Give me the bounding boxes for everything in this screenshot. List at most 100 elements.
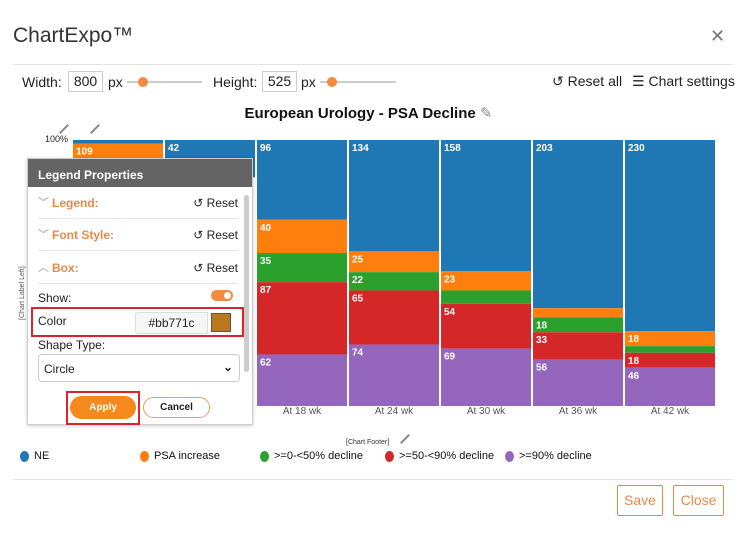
- bar-segment[interactable]: [257, 354, 347, 406]
- chevron-down-icon: ﹀: [38, 197, 49, 209]
- height-unit: px: [301, 74, 316, 90]
- bar-segment[interactable]: [349, 140, 439, 252]
- data-label: 42: [168, 143, 180, 154]
- bar-segment[interactable]: [441, 290, 531, 304]
- data-label: 35: [260, 256, 272, 267]
- height-input[interactable]: 525: [262, 71, 297, 92]
- color-swatch[interactable]: [211, 313, 231, 332]
- data-label: 22: [352, 275, 364, 286]
- bar-segment[interactable]: [441, 348, 531, 406]
- reset-button[interactable]: ↺ Reset: [193, 261, 238, 275]
- legend-item[interactable]: >=90% decline: [505, 450, 592, 462]
- height-label: Height:: [213, 74, 258, 90]
- legend-item[interactable]: >=50-<90% decline: [385, 450, 494, 462]
- data-label: 134: [352, 143, 369, 154]
- bar-segment[interactable]: [625, 367, 715, 406]
- divider: [13, 479, 733, 480]
- chart-settings-label: Chart settings: [648, 73, 735, 89]
- legend-marker-icon: [20, 450, 29, 462]
- bar-segment[interactable]: [533, 308, 623, 318]
- legend-marker-icon: [505, 450, 514, 462]
- section-font-style[interactable]: ﹀ Font Style: ↺ Reset: [38, 219, 238, 251]
- legend-marker-icon: [385, 450, 394, 462]
- edit-title-icon[interactable]: ✎: [479, 105, 493, 122]
- chart-settings-button[interactable]: ☰ Chart settings: [632, 73, 735, 90]
- legend-label: PSA increase: [154, 450, 221, 462]
- bar-segment[interactable]: [349, 272, 439, 291]
- panel-scrollbar[interactable]: [244, 195, 249, 372]
- bar-segment[interactable]: [257, 282, 347, 355]
- bar-segment[interactable]: [441, 303, 531, 349]
- apply-highlight: [66, 391, 140, 425]
- reset-all-button[interactable]: ↺ Reset all: [552, 73, 622, 90]
- bar-segment[interactable]: [349, 290, 439, 345]
- bar-segment[interactable]: [533, 317, 623, 333]
- data-label: 18: [536, 320, 548, 331]
- bar-segment[interactable]: [441, 140, 531, 272]
- bar-segment[interactable]: [349, 251, 439, 273]
- category-label: At 18 wk: [283, 406, 322, 417]
- data-label: 54: [444, 307, 456, 318]
- data-label: 96: [260, 143, 272, 154]
- shape-type-label: Shape Type:: [38, 338, 106, 352]
- legend-item[interactable]: NE: [20, 450, 49, 462]
- height-slider[interactable]: [320, 77, 396, 87]
- show-toggle[interactable]: [211, 290, 233, 301]
- bar-segment[interactable]: [533, 359, 623, 406]
- section-box[interactable]: ︿ Box: ↺ Reset: [38, 252, 238, 284]
- chart-label-left: [Chart Label Left]: [19, 266, 26, 320]
- width-input[interactable]: 800: [68, 71, 103, 92]
- category-label: At 24 wk: [375, 406, 414, 417]
- bar-segment[interactable]: [257, 140, 347, 220]
- apply-button[interactable]: Apply: [70, 396, 136, 419]
- bar-segment[interactable]: [533, 140, 623, 309]
- data-label: 18: [628, 334, 640, 345]
- legend-marker-icon: [260, 450, 269, 462]
- bar-segment[interactable]: [625, 352, 715, 368]
- y-tick-100: 100%: [45, 134, 68, 144]
- reset-icon: ↺: [552, 73, 564, 89]
- data-label: 46: [628, 371, 640, 382]
- bar-segment[interactable]: [441, 271, 531, 291]
- data-label: 69: [444, 352, 456, 363]
- data-label: 87: [260, 285, 272, 296]
- height-slider-handle[interactable]: [327, 77, 337, 87]
- legend-item[interactable]: >=0-<50% decline: [260, 450, 363, 462]
- chart-footer: [Chart Footer]: [346, 439, 389, 446]
- reset-button[interactable]: ↺ Reset: [193, 196, 238, 210]
- width-slider-handle[interactable]: [138, 77, 148, 87]
- data-label: 62: [260, 357, 272, 368]
- width-slider[interactable]: [127, 77, 202, 87]
- shape-type-select[interactable]: Circle ⌄: [38, 354, 240, 382]
- reset-button[interactable]: ↺ Reset: [193, 228, 238, 242]
- color-input[interactable]: #bb771c: [135, 312, 208, 334]
- cancel-button[interactable]: Cancel: [143, 397, 210, 418]
- bar-segment[interactable]: [625, 140, 715, 332]
- bar-segment[interactable]: [257, 253, 347, 283]
- data-label: 65: [352, 293, 364, 304]
- bar-segment[interactable]: [625, 331, 715, 347]
- bar-segment[interactable]: [73, 140, 163, 144]
- sliders-icon: ☰: [632, 73, 645, 89]
- bar-segment[interactable]: [257, 219, 347, 254]
- chevron-down-icon: ﹀: [38, 229, 49, 241]
- legend-label: >=90% decline: [519, 450, 592, 462]
- bar-segment[interactable]: [533, 332, 623, 360]
- data-label: 230: [628, 143, 645, 154]
- legend-label: >=0-<50% decline: [274, 450, 363, 462]
- legend-item[interactable]: PSA increase: [140, 450, 220, 462]
- data-label: 203: [536, 143, 553, 154]
- bar-segment[interactable]: [349, 344, 439, 406]
- data-label: 33: [536, 335, 548, 346]
- data-label: 158: [444, 143, 461, 154]
- close-button[interactable]: Close: [673, 485, 724, 516]
- section-legend[interactable]: ﹀ Legend: ↺ Reset: [38, 187, 238, 219]
- save-button[interactable]: Save: [617, 485, 663, 516]
- close-icon[interactable]: ✕: [710, 26, 726, 46]
- chevron-down-icon: ⌄: [222, 360, 233, 374]
- bar-segment[interactable]: [625, 346, 715, 353]
- chart-title[interactable]: European Urology - PSA Decline ✎: [244, 105, 493, 122]
- show-label: Show:: [38, 291, 72, 305]
- category-label: At 42 wk: [651, 406, 690, 417]
